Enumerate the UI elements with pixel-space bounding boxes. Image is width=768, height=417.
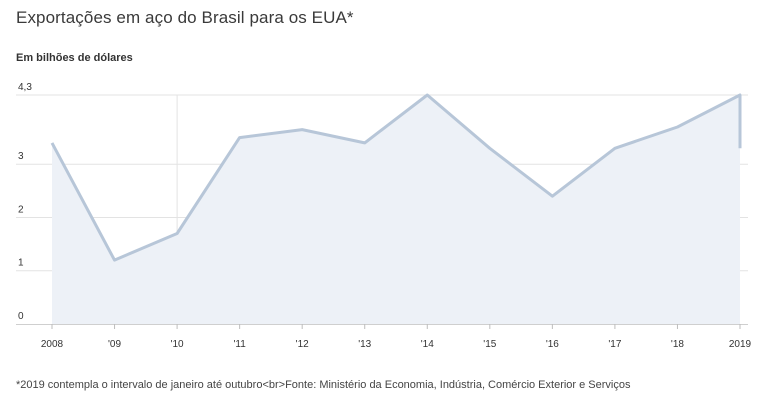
chart-subtitle: Em bilhões de dólares <box>16 52 133 64</box>
y-tick-label: 0 <box>18 311 24 322</box>
x-axis-tick-labels: 2008 '09 '10 '11 '12 '13 '14 '15 '16 '17 '18 2019 <box>41 324 752 350</box>
x-tick-label: '16 <box>546 339 559 350</box>
x-tick-label: '18 <box>671 339 684 350</box>
y-axis-tick-labels: 0 1 2 3 4,3 <box>18 82 32 322</box>
x-tick-label: '10 <box>171 339 184 350</box>
x-tick-label: '15 <box>483 339 496 350</box>
x-tick-label: '11 <box>233 339 246 350</box>
y-tick-label: 3 <box>18 151 24 162</box>
y-tick-label: 2 <box>18 204 24 215</box>
footnote: *2019 contempla o intervalo de janeiro a… <box>16 379 631 391</box>
chart-title: Exportações em aço do Brasil para os EUA… <box>16 8 354 27</box>
x-tick-label: 2019 <box>729 339 752 350</box>
x-tick-label: '13 <box>358 339 371 350</box>
y-tick-label: 1 <box>18 258 24 269</box>
x-tick-label: '12 <box>296 339 309 350</box>
x-tick-label: 2008 <box>41 339 64 350</box>
area-fill <box>52 95 740 324</box>
series-line <box>50 93 742 262</box>
x-tick-label: '17 <box>608 339 621 350</box>
x-tick-label: '14 <box>421 339 434 350</box>
x-tick-label: '09 <box>108 339 121 350</box>
y-tick-label: 4,3 <box>18 82 32 93</box>
